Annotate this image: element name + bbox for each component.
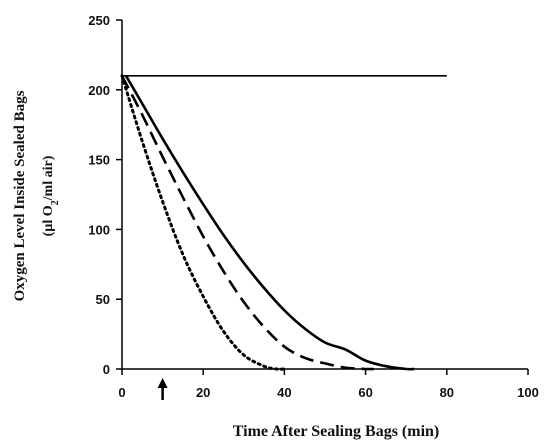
y-tick-label: 150 [88, 153, 110, 168]
x-tick-label: 0 [118, 385, 125, 400]
y-tick-label: 200 [88, 83, 110, 98]
series-line-solid-thick [124, 75, 415, 371]
y-axis-title-suffix: /ml air) [41, 155, 56, 201]
x-axis-title: Time After Sealing Bags (min) [233, 423, 440, 440]
arrow-marker [157, 378, 168, 400]
y-tick-label: 100 [88, 222, 110, 237]
arrow-head [157, 378, 168, 388]
y-axis-title-line1: Oxygen Level Inside Sealed Bags [12, 90, 28, 301]
y-tick-label: 50 [96, 292, 110, 307]
ticks: 0 50 100 150 200 250 0 20 40 60 80 100 [88, 13, 539, 400]
series-line-dotted [120, 74, 286, 371]
x-tick-label: 60 [358, 385, 372, 400]
x-tick-label: 80 [440, 385, 454, 400]
series-group [120, 74, 447, 371]
y-tick-label: 250 [88, 13, 110, 28]
x-tick-label: 40 [277, 385, 291, 400]
y-axis-title-subscript: 2 [50, 200, 61, 205]
series-line-dashed [120, 75, 374, 371]
x-tick-label: 100 [517, 385, 539, 400]
x-tick-label: 20 [196, 385, 210, 400]
y-axis-title-line2: (µl O2/ml air) [41, 155, 61, 236]
y-axis-title-group: Oxygen Level Inside Sealed Bags (µl O2/m… [12, 90, 61, 301]
y-axis-title-prefix: (µl O [41, 205, 56, 236]
y-tick-label: 0 [103, 362, 110, 377]
